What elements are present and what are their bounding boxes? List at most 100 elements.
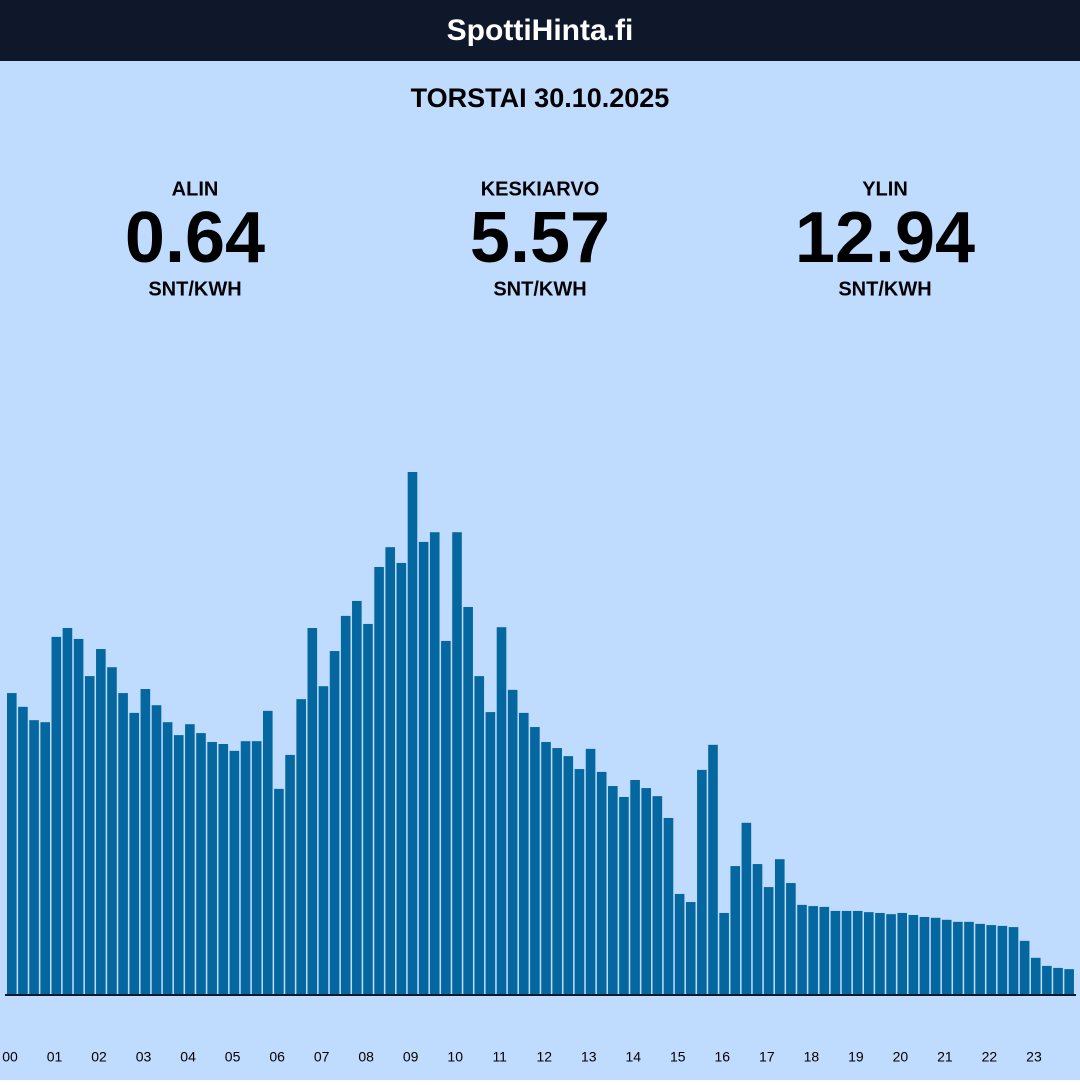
- bar: [875, 912, 885, 995]
- bar: [318, 686, 329, 995]
- bar: [641, 788, 652, 995]
- bar: [585, 748, 596, 995]
- x-tick-label: 21: [937, 1049, 953, 1065]
- bar: [708, 744, 718, 995]
- bar: [663, 817, 674, 995]
- bar: [363, 623, 373, 995]
- bar: [563, 756, 574, 995]
- bar: [652, 796, 663, 995]
- bar: [285, 754, 295, 995]
- bar: [374, 566, 384, 995]
- bar: [18, 706, 28, 995]
- bar: [62, 628, 73, 995]
- stat-unit: SNT/KWH: [493, 278, 586, 300]
- x-tick-label: 03: [136, 1049, 152, 1065]
- bar: [140, 689, 151, 995]
- x-tick-label: 22: [982, 1049, 998, 1065]
- bar: [608, 786, 618, 995]
- bar: [596, 771, 607, 995]
- bar: [352, 600, 362, 995]
- chart-title: TORSTAI 30.10.2025: [411, 83, 670, 113]
- bar: [7, 693, 17, 995]
- x-tick-label: 06: [269, 1049, 285, 1065]
- bar: [307, 628, 318, 995]
- stat-value: 5.57: [470, 198, 610, 278]
- bar: [274, 788, 284, 995]
- bar: [296, 699, 306, 995]
- bar: [852, 910, 863, 995]
- bar: [953, 921, 963, 995]
- bar: [864, 912, 874, 995]
- bar: [396, 562, 407, 995]
- bar: [1008, 927, 1019, 995]
- bar: [429, 532, 440, 995]
- x-tick-label: 16: [715, 1049, 731, 1065]
- stat-label: ALIN: [172, 178, 219, 200]
- bar: [530, 727, 540, 995]
- bar: [774, 859, 785, 995]
- bar: [619, 796, 629, 995]
- bar: [84, 676, 95, 995]
- x-tick-label: 13: [581, 1049, 597, 1065]
- x-tick-label: 12: [536, 1049, 552, 1065]
- stat-value: 12.94: [795, 198, 975, 278]
- bar: [385, 547, 396, 995]
- bar: [96, 649, 106, 995]
- x-tick-label: 00: [2, 1049, 18, 1065]
- bar: [797, 904, 807, 995]
- bar: [819, 906, 830, 995]
- x-tick-label: 15: [670, 1049, 686, 1065]
- x-tick-label: 23: [1026, 1049, 1042, 1065]
- bar: [151, 705, 162, 995]
- bar: [485, 712, 496, 995]
- bar: [830, 910, 841, 995]
- header-bar: [0, 0, 1080, 61]
- x-tick-label: 01: [47, 1049, 63, 1065]
- bar: [697, 769, 707, 995]
- bar: [496, 627, 507, 995]
- bar: [185, 724, 195, 995]
- bar: [1019, 940, 1030, 995]
- x-tick-label: 20: [893, 1049, 909, 1065]
- x-tick-label: 02: [91, 1049, 107, 1065]
- stat-value: 0.64: [125, 198, 265, 278]
- bar: [29, 720, 39, 995]
- bar: [919, 916, 930, 995]
- bar: [808, 906, 818, 995]
- x-tick-label: 14: [625, 1049, 641, 1065]
- x-tick-label: 07: [314, 1049, 330, 1065]
- bar: [541, 741, 551, 995]
- bar: [207, 741, 217, 995]
- x-tick-label: 04: [180, 1049, 196, 1065]
- bar: [196, 733, 206, 995]
- bar: [1042, 965, 1052, 995]
- bar: [162, 722, 173, 995]
- bar: [786, 883, 796, 995]
- bar: [229, 750, 240, 995]
- bar: [463, 606, 473, 995]
- bar: [1053, 967, 1063, 995]
- bar: [886, 914, 896, 995]
- x-tick-label: 17: [759, 1049, 775, 1065]
- stat-unit: SNT/KWH: [838, 278, 931, 300]
- bar: [763, 887, 774, 995]
- bar: [507, 689, 518, 995]
- x-tick-label: 19: [848, 1049, 864, 1065]
- bar: [986, 925, 997, 995]
- bar: [574, 769, 585, 995]
- bar: [118, 693, 128, 995]
- bar: [518, 712, 529, 995]
- stat-label: KESKIARVO: [481, 178, 600, 200]
- bar: [685, 902, 696, 995]
- x-tick-label: 05: [225, 1049, 241, 1065]
- bar: [418, 541, 429, 995]
- bar: [997, 925, 1008, 995]
- bar: [897, 912, 907, 995]
- bar: [630, 779, 640, 995]
- bar: [964, 921, 974, 995]
- bar: [941, 919, 952, 995]
- bar: [719, 912, 729, 995]
- bar: [107, 667, 117, 995]
